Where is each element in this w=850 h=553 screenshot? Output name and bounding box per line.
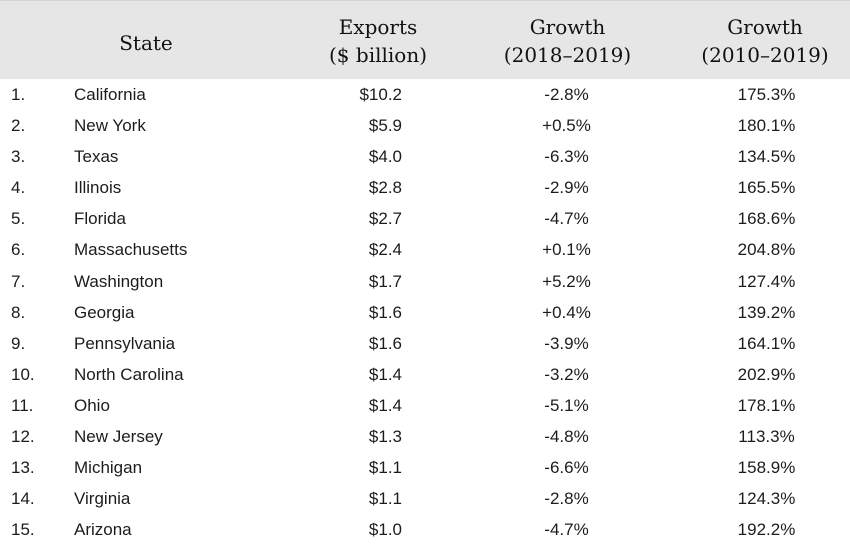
header-growth-2018-2019: Growth (2018–2019) bbox=[503, 15, 632, 67]
exports-cell: $10.2 bbox=[359, 85, 402, 104]
rank-cell: 14. bbox=[11, 489, 35, 509]
exports-cell: $5.9 bbox=[368, 116, 402, 136]
exports-cell: $1.1 bbox=[368, 489, 402, 509]
header-state: State bbox=[119, 31, 173, 55]
exports-cell: $1.6 bbox=[368, 333, 402, 353]
growth-2010-2019-cell: 164.1% bbox=[737, 333, 796, 353]
growth-2018-2019-cell: +5.2% bbox=[542, 271, 591, 291]
growth-2010-2019-cell: 192.2% bbox=[737, 520, 796, 540]
table-row: 6. Massachusetts $2.4 +0.1% 204.8% bbox=[0, 234, 850, 265]
growth-2018-2019-cell: -2.8% bbox=[544, 489, 589, 509]
exports-cell: $1.7 bbox=[368, 271, 402, 291]
table-row: 9. Pennsylvania $1.6 -3.9% 164.1% bbox=[0, 328, 850, 359]
state-cell: New Jersey bbox=[74, 427, 163, 447]
state-cell: Washington bbox=[74, 271, 164, 291]
table-row: 11. Ohio $1.4 -5.1% 178.1% bbox=[0, 390, 850, 421]
growth-2018-2019-cell: -2.9% bbox=[544, 178, 589, 198]
state-cell: Illinois bbox=[74, 178, 122, 198]
table-row: 2. New York $5.9 +0.5% 180.1% bbox=[0, 110, 850, 141]
exports-cell: $2.7 bbox=[368, 209, 402, 229]
growth-2010-2019-cell: 113.3% bbox=[738, 427, 795, 447]
growth-2018-2019-cell: +0.1% bbox=[542, 240, 591, 260]
table-row: 10. North Carolina $1.4 -3.2% 202.9% bbox=[0, 359, 850, 390]
exports-cell: $1.4 bbox=[368, 395, 402, 415]
table-row: 5. Florida $2.7 -4.7% 168.6% bbox=[0, 203, 850, 234]
table-row: 7. Washington $1.7 +5.2% 127.4% bbox=[0, 266, 850, 297]
table-row: 4. Illinois $2.8 -2.9% 165.5% bbox=[0, 172, 850, 203]
growth-2018-2019-cell: +0.4% bbox=[542, 302, 591, 322]
growth-2018-2019-cell: -4.7% bbox=[544, 209, 589, 229]
state-cell: Michigan bbox=[74, 458, 143, 478]
rank-cell: 12. bbox=[11, 427, 35, 447]
growth-2010-2019-cell: 180.1% bbox=[737, 116, 796, 136]
growth-2018-2019-cell: -3.2% bbox=[544, 364, 589, 384]
table-row: 1. California $10.2 -2.8% 175.3% bbox=[0, 79, 850, 110]
table-row: 15. Arizona $1.0 -4.7% 192.2% bbox=[0, 514, 850, 545]
exports-cell: $4.0 bbox=[368, 147, 402, 167]
rank-cell: 2. bbox=[11, 116, 26, 136]
state-cell: Florida bbox=[74, 209, 126, 229]
growth-2010-2019-cell: 127.4% bbox=[737, 271, 796, 291]
growth-2018-2019-cell: -4.7% bbox=[544, 520, 589, 540]
table-row: 3. Texas $4.0 -6.3% 134.5% bbox=[0, 141, 850, 172]
state-cell: Arizona bbox=[74, 520, 132, 540]
growth-2018-2019-cell: -5.1% bbox=[544, 395, 589, 415]
exports-cell: $1.6 bbox=[368, 302, 402, 322]
exports-cell: $2.4 bbox=[368, 240, 402, 260]
rank-cell: 4. bbox=[11, 178, 26, 198]
rank-cell: 5. bbox=[11, 209, 26, 229]
growth-2018-2019-cell: +0.5% bbox=[542, 116, 591, 136]
rank-cell: 13. bbox=[11, 458, 35, 478]
exports-cell: $1.0 bbox=[368, 520, 402, 540]
state-cell: Virginia bbox=[74, 489, 131, 509]
state-cell: Georgia bbox=[74, 302, 135, 322]
exports-cell: $1.1 bbox=[368, 458, 402, 478]
growth-2010-2019-cell: 124.3% bbox=[737, 489, 796, 509]
growth-2010-2019-cell: 178.1% bbox=[737, 395, 796, 415]
state-cell: California bbox=[74, 85, 146, 104]
rank-cell: 8. bbox=[11, 302, 26, 322]
rank-cell: 7. bbox=[11, 271, 26, 291]
growth-2010-2019-cell: 175.3% bbox=[737, 85, 796, 104]
growth-2018-2019-cell: -6.6% bbox=[544, 458, 589, 478]
state-cell: New York bbox=[74, 116, 146, 136]
growth-2018-2019-cell: -6.3% bbox=[544, 147, 589, 167]
rank-cell: 9. bbox=[11, 333, 26, 353]
state-cell: Massachusetts bbox=[74, 240, 188, 260]
table-row: 12. New Jersey $1.3 -4.8% 113.3% bbox=[0, 421, 850, 452]
growth-2018-2019-cell: -3.9% bbox=[544, 333, 589, 353]
rank-cell: 11. bbox=[11, 395, 34, 415]
growth-2010-2019-cell: 202.9% bbox=[737, 364, 796, 384]
exports-cell: $1.4 bbox=[368, 364, 402, 384]
rank-cell: 3. bbox=[11, 147, 26, 167]
growth-2010-2019-cell: 139.2% bbox=[737, 302, 796, 322]
state-cell: Ohio bbox=[74, 395, 110, 415]
rank-cell: 10. bbox=[11, 364, 35, 384]
table-row: 14. Virginia $1.1 -2.8% 124.3% bbox=[0, 483, 850, 514]
growth-2010-2019-cell: 168.6% bbox=[737, 209, 796, 229]
header-growth-2010-2019: Growth (2010–2019) bbox=[701, 15, 829, 67]
header-exports: Exports ($ billion) bbox=[329, 15, 427, 67]
table-row: 13. Michigan $1.1 -6.6% 158.9% bbox=[0, 452, 850, 483]
growth-2010-2019-cell: 158.9% bbox=[737, 458, 796, 478]
rank-cell: 1. bbox=[11, 85, 26, 104]
state-cell: North Carolina bbox=[74, 364, 184, 384]
table-header: State Exports ($ billion) Growth (2018–2… bbox=[0, 0, 850, 79]
rank-cell: 6. bbox=[11, 240, 26, 260]
growth-2018-2019-cell: -2.8% bbox=[544, 85, 589, 104]
exports-cell: $1.3 bbox=[368, 427, 402, 447]
growth-2018-2019-cell: -4.8% bbox=[544, 427, 589, 447]
exports-cell: $2.8 bbox=[368, 178, 402, 198]
growth-2010-2019-cell: 134.5% bbox=[737, 147, 796, 167]
state-cell: Texas bbox=[74, 147, 119, 167]
table-row: 8. Georgia $1.6 +0.4% 139.2% bbox=[0, 297, 850, 328]
growth-2010-2019-cell: 165.5% bbox=[737, 178, 796, 198]
growth-2010-2019-cell: 204.8% bbox=[737, 240, 796, 260]
state-cell: Pennsylvania bbox=[74, 333, 176, 353]
rank-cell: 15. bbox=[11, 520, 35, 540]
table-body: 1. California $10.2 -2.8% 175.3% 2. New York $5… bbox=[0, 79, 850, 545]
